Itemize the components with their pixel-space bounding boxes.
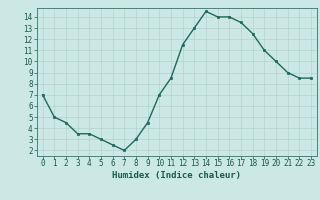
X-axis label: Humidex (Indice chaleur): Humidex (Indice chaleur)	[112, 171, 241, 180]
